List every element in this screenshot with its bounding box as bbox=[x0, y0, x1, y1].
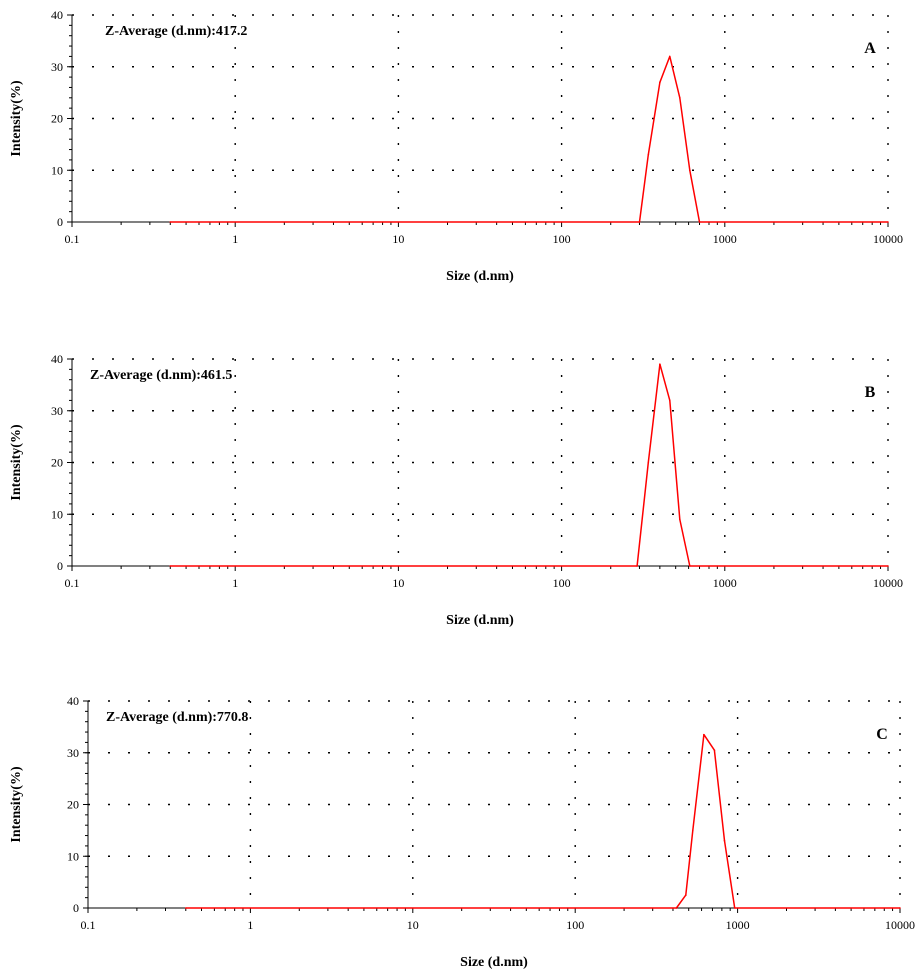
x-tick-label: 10000 bbox=[873, 576, 903, 590]
data-point bbox=[723, 839, 726, 842]
x-tick-label: 0.1 bbox=[65, 232, 80, 246]
z-average-annotation: Z-Average (d.nm):770.8 bbox=[106, 710, 248, 725]
data-point bbox=[647, 153, 650, 156]
y-tick-label: 30 bbox=[51, 60, 63, 74]
x-tick-label: 0.1 bbox=[65, 576, 80, 590]
z-average-annotation: Z-Average (d.nm):461.5 bbox=[90, 368, 232, 383]
x-tick-label: 1 bbox=[232, 232, 238, 246]
y-tick-label: 0 bbox=[73, 901, 79, 915]
data-point bbox=[169, 221, 172, 223]
data-point bbox=[659, 363, 661, 365]
y-tick-label: 30 bbox=[51, 404, 63, 418]
y-axis-title: Intensity(%) bbox=[9, 80, 24, 157]
x-tick-label: 100 bbox=[553, 232, 571, 246]
data-point bbox=[703, 733, 705, 736]
y-axis-title: Intensity(%) bbox=[9, 424, 24, 501]
x-tick-label: 1 bbox=[247, 918, 253, 932]
data-point bbox=[713, 749, 716, 751]
intensity-series-line bbox=[185, 733, 900, 909]
y-tick-label: 10 bbox=[51, 163, 63, 177]
intensity-series-line bbox=[170, 55, 888, 223]
y-tick-label: 20 bbox=[51, 112, 63, 126]
x-tick-label: 10 bbox=[392, 232, 404, 246]
panel-label: C bbox=[876, 726, 888, 743]
chart-panel-a: 0 10 20 30 40 0.1 1 10 100 1000 10000 Size (d.nm) In… bbox=[9, 8, 903, 284]
x-axis-title: Size (d.nm) bbox=[446, 613, 514, 628]
x-axis-title: Size (d.nm) bbox=[446, 269, 514, 284]
chart-panel-c: 0 10 20 30 40 0.1 1 10 100 1000 10000 Size (d.nm) In… bbox=[9, 694, 915, 970]
y-axis-title: Intensity(%) bbox=[9, 766, 24, 843]
y-tick-label: 20 bbox=[51, 456, 63, 470]
data-point bbox=[169, 565, 172, 567]
y-tick-label: 0 bbox=[57, 215, 63, 229]
data-point bbox=[688, 169, 691, 172]
y-tick-label: 40 bbox=[67, 694, 79, 708]
data-point bbox=[679, 518, 681, 521]
y-tick-label: 10 bbox=[51, 507, 63, 521]
data-point bbox=[638, 221, 641, 223]
x-tick-label: 10000 bbox=[873, 232, 903, 246]
x-tick-label: 10000 bbox=[885, 918, 915, 932]
y-tick-label: 40 bbox=[51, 8, 63, 22]
data-point bbox=[688, 565, 691, 567]
x-axis-title: Size (d.nm) bbox=[460, 955, 528, 970]
intensity-series-line bbox=[170, 363, 888, 567]
y-tick-label: 0 bbox=[57, 559, 63, 573]
x-tick-label: 1000 bbox=[726, 918, 750, 932]
data-point bbox=[887, 221, 889, 223]
data-point bbox=[675, 907, 678, 909]
data-point bbox=[184, 907, 187, 909]
y-tick-label: 30 bbox=[67, 746, 79, 760]
data-point bbox=[636, 565, 638, 567]
data-point bbox=[899, 907, 901, 909]
data-point bbox=[647, 461, 650, 464]
panel-label: B bbox=[865, 384, 876, 401]
x-tick-label: 1 bbox=[232, 576, 238, 590]
x-tick-label: 1000 bbox=[713, 576, 737, 590]
y-tick-label: 10 bbox=[67, 849, 79, 863]
data-point bbox=[692, 829, 694, 832]
data-point bbox=[668, 55, 671, 58]
x-tick-label: 10 bbox=[392, 576, 404, 590]
data-point bbox=[887, 565, 889, 567]
x-tick-label: 100 bbox=[566, 918, 584, 932]
data-point bbox=[685, 894, 687, 896]
x-tick-label: 0.1 bbox=[81, 918, 96, 932]
data-point bbox=[679, 97, 681, 99]
panel-label: A bbox=[864, 40, 876, 57]
data-point bbox=[698, 221, 701, 223]
x-tick-label: 1000 bbox=[713, 232, 737, 246]
z-average-annotation: Z-Average (d.nm):417.2 bbox=[105, 24, 247, 39]
data-point bbox=[659, 81, 661, 84]
y-tick-label: 40 bbox=[51, 352, 63, 366]
y-tick-label: 20 bbox=[67, 798, 79, 812]
data-point bbox=[733, 907, 736, 909]
x-tick-label: 100 bbox=[553, 576, 571, 590]
x-tick-label: 10 bbox=[407, 918, 419, 932]
chart-panel-b: 0 10 20 30 40 0.1 1 10 100 1000 10000 Size (d.nm) In… bbox=[9, 352, 903, 628]
data-point bbox=[668, 399, 671, 402]
